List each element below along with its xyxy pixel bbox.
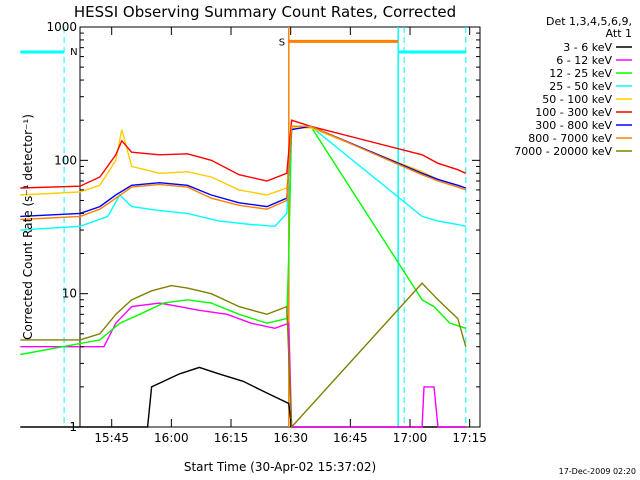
legend-label-0: 3 - 6 keV bbox=[563, 41, 612, 54]
series-line-5 bbox=[20, 119, 467, 189]
y-axis-label: Corrected Count Rate (s⁻¹ detector⁻¹) bbox=[21, 114, 35, 340]
y-tick-label-1: 10 bbox=[62, 287, 77, 301]
plot-frame bbox=[79, 26, 481, 428]
legend-label-2: 12 - 25 keV bbox=[549, 67, 612, 80]
y-tick-label-3: 1000 bbox=[46, 20, 77, 34]
series-line-3 bbox=[20, 125, 466, 231]
legend-header-1: Att 1 bbox=[606, 27, 632, 40]
flag-bar-label-1: S bbox=[279, 37, 285, 48]
series-line-6 bbox=[20, 125, 467, 218]
legend-label-3: 25 - 50 keV bbox=[549, 80, 612, 93]
y-tick-label-0: 1 bbox=[69, 420, 77, 434]
legend-label-8: 7000 - 20000 keV bbox=[514, 145, 612, 158]
series-line-7 bbox=[20, 125, 467, 221]
legend-header-0: Det 1,3,4,5,6,9, bbox=[546, 15, 632, 28]
x-tick-label-2: 16:15 bbox=[214, 431, 249, 445]
legend-label-4: 50 - 100 keV bbox=[542, 93, 612, 106]
series-line-1 bbox=[20, 302, 466, 428]
x-tick-label-0: 15:45 bbox=[94, 431, 129, 445]
series-line-4 bbox=[20, 127, 467, 196]
x-axis-label: Start Time (30-Apr-02 15:37:02) bbox=[184, 460, 376, 474]
footer-timestamp: 17-Dec-2009 02:20 bbox=[559, 467, 636, 476]
x-tick-label-3: 16:30 bbox=[273, 431, 308, 445]
series-line-2 bbox=[20, 125, 467, 356]
x-tick-label-5: 17:00 bbox=[393, 431, 428, 445]
x-tick-label-6: 17:15 bbox=[452, 431, 487, 445]
y-tick-label-2: 100 bbox=[54, 153, 77, 167]
x-tick-label-1: 16:00 bbox=[154, 431, 189, 445]
legend-label-5: 100 - 300 keV bbox=[535, 106, 612, 119]
legend-label-7: 800 - 7000 keV bbox=[528, 132, 612, 145]
night-marker-label: N bbox=[70, 47, 77, 58]
legend-label-1: 6 - 12 keV bbox=[556, 54, 612, 67]
legend-label-6: 300 - 800 keV bbox=[535, 119, 612, 132]
series-line-0 bbox=[20, 366, 466, 428]
series-line-8 bbox=[20, 282, 467, 429]
x-tick-label-4: 16:45 bbox=[333, 431, 368, 445]
chart-title: HESSI Observing Summary Count Rates, Cor… bbox=[74, 3, 456, 21]
